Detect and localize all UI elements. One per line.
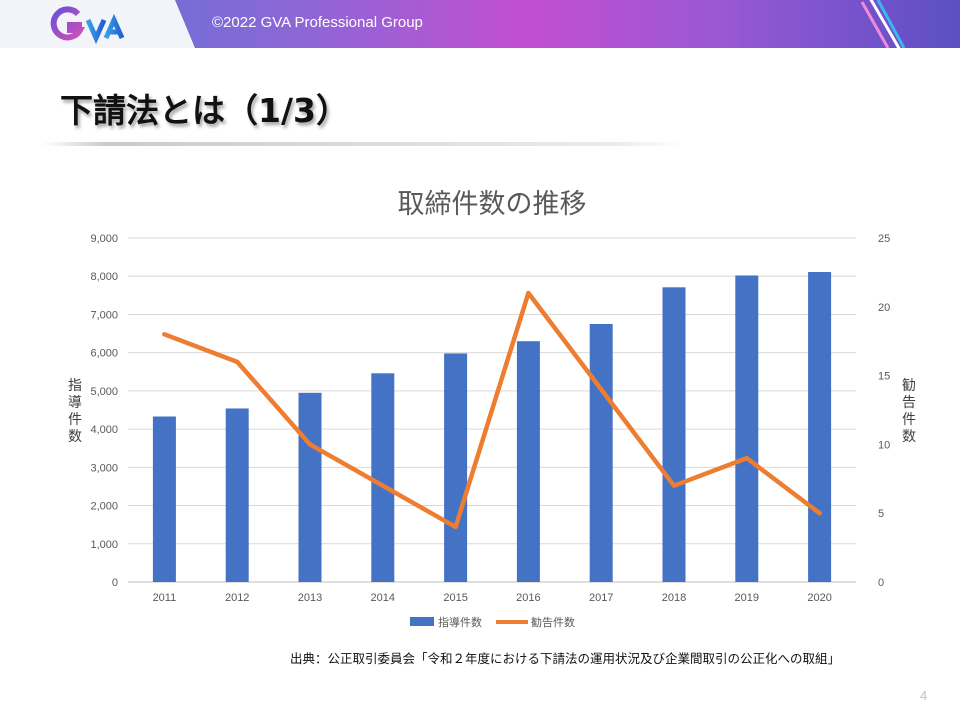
y2-tick-label: 15 [878, 371, 890, 383]
source-note: 出典：公正取引委員会「令和２年度における下請法の運用状況及び企業間取引の公正化へ… [290, 651, 841, 666]
legend-swatch-bar [410, 617, 434, 626]
line-point [162, 332, 167, 337]
x-tick-label: 2018 [662, 592, 686, 604]
bar [735, 275, 759, 582]
y2-tick-label: 10 [878, 439, 890, 451]
y2-tick-label: 0 [878, 577, 884, 589]
line-point [380, 483, 385, 488]
y2-tick-label: 5 [878, 508, 884, 520]
y-tick-label: 5,000 [90, 386, 118, 398]
bar [152, 416, 176, 582]
copyright-text: ©2022 GVA Professional Group [212, 14, 423, 31]
header-bar: ©2022 GVA Professional Group [0, 0, 960, 48]
x-tick-label: 2019 [735, 592, 759, 604]
line-point [744, 455, 749, 461]
x-tick-label: 2020 [807, 592, 831, 604]
x-tick-label: 2014 [371, 592, 395, 604]
gva-logo [50, 6, 125, 44]
bar [808, 272, 832, 582]
y-axis-label: 指導件数 [68, 378, 82, 445]
y2-tick-label: 25 [878, 233, 890, 245]
bar [225, 408, 249, 582]
title-underline [42, 142, 684, 146]
y-tick-label: 8,000 [90, 271, 118, 283]
x-tick-label: 2016 [516, 592, 540, 604]
y-tick-label: 0 [112, 577, 118, 589]
y-tick-label: 6,000 [90, 348, 118, 360]
legend-label-bar: 指導件数 [438, 615, 482, 629]
line-point [671, 483, 677, 488]
bar [662, 287, 686, 582]
line-point [453, 524, 458, 530]
line-point [817, 511, 822, 516]
bar [298, 392, 322, 582]
x-tick-label: 2012 [225, 592, 249, 604]
legend-label-line: 勧告件数 [531, 615, 575, 629]
line-point [235, 359, 240, 365]
line-point [307, 442, 313, 447]
bar [589, 324, 613, 582]
x-tick-label: 2015 [443, 592, 467, 604]
y2-axis-label: 勧告件数 [902, 378, 916, 445]
y-tick-label: 3,000 [90, 462, 118, 474]
page-number: 4 [920, 688, 928, 703]
y-tick-label: 2,000 [90, 501, 118, 513]
x-tick-label: 2017 [589, 592, 613, 604]
line-point [599, 387, 604, 392]
y-tick-label: 4,000 [90, 424, 118, 436]
bar [444, 353, 468, 582]
chart-title: 取締件数の推移 [398, 189, 587, 220]
y2-tick-label: 20 [878, 302, 890, 314]
y-tick-label: 7,000 [90, 309, 118, 321]
bar [516, 341, 540, 582]
line-point [526, 290, 531, 296]
y-tick-label: 1,000 [90, 539, 118, 551]
x-tick-label: 2011 [153, 592, 177, 604]
slide-title: 下請法とは（1/3） [60, 91, 349, 130]
logo-area [0, 0, 195, 48]
x-tick-label: 2013 [298, 592, 322, 604]
series-line [162, 290, 822, 530]
y-tick-label: 9,000 [90, 233, 118, 245]
header-decoration [860, 0, 906, 48]
bar [371, 373, 395, 582]
